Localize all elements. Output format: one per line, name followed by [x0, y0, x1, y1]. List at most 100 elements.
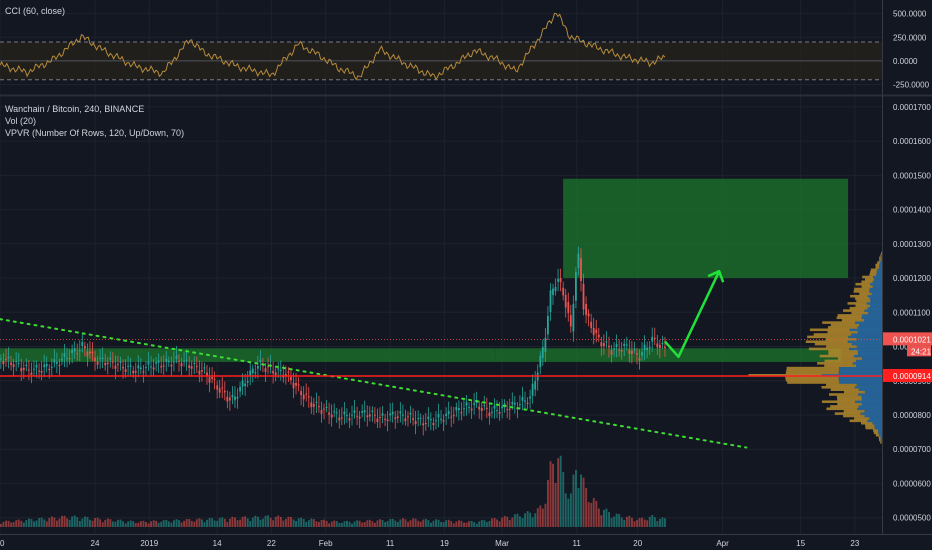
volume-bar [541, 508, 544, 527]
volume-bar [661, 517, 664, 527]
volume-bar [333, 520, 336, 527]
vpvr-bar-up [857, 350, 882, 353]
volume-bar [30, 519, 33, 527]
volume-bar [315, 521, 318, 527]
volume-bar [417, 520, 420, 527]
vpvr-bar-up [872, 421, 882, 425]
volume-bar [68, 519, 71, 527]
vpvr-bar-down [849, 419, 868, 423]
vpvr-bar-down [875, 433, 880, 437]
candle-body [394, 417, 397, 419]
candle-body [587, 313, 590, 317]
vpvr-bar-down [873, 431, 879, 435]
volume-bar [111, 521, 114, 527]
volume-bar [389, 519, 392, 527]
candle-body [40, 371, 43, 373]
candle-body [236, 397, 239, 399]
vpvr-bar-down [807, 335, 849, 339]
price-tick-label: 0.0000800 [893, 411, 931, 420]
volume-bar [246, 518, 249, 527]
volume-bar [221, 517, 224, 527]
volume-bar [33, 521, 35, 527]
volume-bar [203, 522, 206, 527]
vpvr-bar-up [864, 414, 882, 418]
candle-body [610, 350, 613, 355]
vpvr-bar-down [861, 285, 873, 288]
cci-legend[interactable]: CCI (60, close) [5, 6, 65, 16]
candle-body [84, 346, 86, 349]
candle-body [534, 381, 537, 390]
volume-bar [447, 519, 450, 527]
candle-body [297, 384, 300, 386]
volume-bar [664, 518, 666, 527]
vpvr-bar-up [867, 419, 882, 423]
candle-body [239, 386, 241, 392]
vpvr-bar-up [864, 409, 882, 413]
candle-body [279, 369, 282, 371]
vpvr-bar-down [855, 304, 871, 308]
candle-body [167, 360, 170, 363]
volume-bar [587, 502, 590, 527]
volume-bar [483, 520, 486, 527]
grid [0, 0, 882, 535]
candle-body [396, 416, 399, 418]
candle-body [432, 423, 435, 425]
drawings[interactable] [0, 269, 882, 449]
candle-body [577, 253, 580, 268]
candle-body [366, 415, 369, 418]
candle-body [623, 343, 626, 346]
volume-bar [656, 521, 659, 527]
vpvr-bar-down [786, 369, 839, 372]
volume-bar [455, 521, 458, 527]
volume-bar [195, 519, 198, 527]
volume-bar [633, 521, 636, 527]
time-axis[interactable]: 10 24 2019 14 22 Feb 11 19 Mar 11 20 Apr 15 23 [0, 534, 932, 549]
volume-bar [109, 519, 112, 527]
candle-body [447, 411, 450, 414]
vpvr-bar-up [848, 335, 882, 339]
support-zone-right [495, 348, 842, 362]
candle-body [2, 360, 5, 365]
volume-bar [330, 521, 333, 527]
candle-body [381, 413, 384, 416]
volume-bar [442, 522, 445, 527]
candle-body [541, 347, 544, 358]
candle-body [315, 401, 318, 403]
vpvr-bar-up [864, 309, 882, 312]
vpvr-bar-up [857, 330, 882, 334]
candle-body [519, 404, 521, 406]
volume-bar [190, 520, 193, 527]
volume-bar [394, 520, 397, 527]
volume-bar [25, 520, 28, 527]
candle-body [323, 408, 325, 410]
price-axis[interactable]: 0.0001700 0.0001600 0.0001500 0.0001400 0.00… [882, 0, 932, 535]
volume-bar [285, 518, 287, 527]
candle-body [653, 337, 656, 339]
vpvr-bar-down [853, 290, 870, 293]
candle-body [211, 377, 213, 379]
volume-legend[interactable]: Vol (20) [5, 116, 36, 126]
vpvr-bar-up [839, 366, 882, 370]
volume-bar [145, 522, 147, 527]
symbol-legend[interactable]: Wanchain / Bitcoin, 240, BINANCE [5, 104, 144, 114]
vpvr-bar-down [787, 381, 840, 384]
candle-body [198, 370, 201, 375]
vpvr-bar-down [837, 314, 862, 317]
volume-bar [229, 518, 231, 527]
volume-bar [343, 521, 346, 527]
vpvr-legend[interactable]: VPVR (Number Of Rows, 120, Up/Down, 70) [5, 128, 184, 138]
volume-bar [167, 521, 170, 527]
candle-body [259, 359, 262, 363]
vpvr-bar-up [870, 304, 882, 308]
vpvr-bar-up [856, 383, 882, 387]
candle-body [529, 396, 531, 399]
volume-bar [597, 508, 600, 527]
volume-bar [374, 522, 376, 527]
candle-body [234, 396, 236, 401]
candle-body [521, 397, 524, 401]
candle-body [363, 410, 366, 413]
vpvr-bar-up [862, 357, 882, 360]
volume-bar [201, 519, 203, 527]
volume-bar [307, 520, 310, 527]
